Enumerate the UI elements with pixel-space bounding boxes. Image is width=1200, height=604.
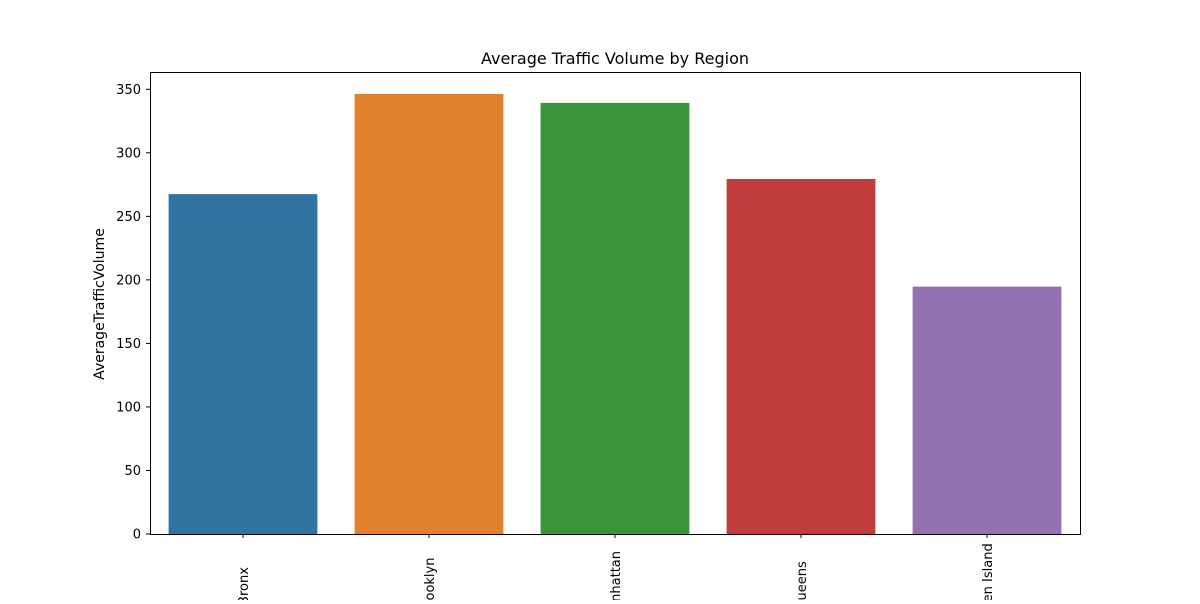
bar-brooklyn — [354, 93, 504, 534]
x-tick-label: Bronx — [237, 567, 252, 600]
y-tick-label: 250 — [116, 210, 141, 225]
x-tick-label: Staten Island — [981, 543, 996, 600]
bar-manhattan — [540, 102, 690, 534]
bar-queens — [726, 178, 876, 535]
y-tick-label: 0 — [133, 528, 141, 543]
y-tick-label: 150 — [116, 337, 141, 352]
x-tick-label: Brooklyn — [423, 558, 438, 600]
bar-bronx — [168, 194, 318, 535]
bars-layer — [168, 93, 1062, 535]
y-tick-label: 300 — [116, 146, 141, 161]
y-tick-label: 200 — [116, 273, 141, 288]
x-tick-label: Manhattan — [609, 551, 624, 600]
y-tick-label: 350 — [116, 83, 141, 98]
y-axis: 0 50 100 150 200 250 300 350 — [116, 83, 150, 543]
chart-title: Average Traffic Volume by Region — [481, 49, 749, 68]
y-tick-label: 50 — [124, 464, 141, 479]
y-axis-label: AverageTrafficVolume — [92, 228, 108, 380]
x-tick-label: Queens — [795, 561, 810, 600]
x-axis: Bronx Brooklyn Manhattan Queens Staten Islan… — [237, 534, 996, 604]
y-tick-label: 100 — [116, 400, 141, 415]
bar-staten-island — [912, 286, 1062, 534]
